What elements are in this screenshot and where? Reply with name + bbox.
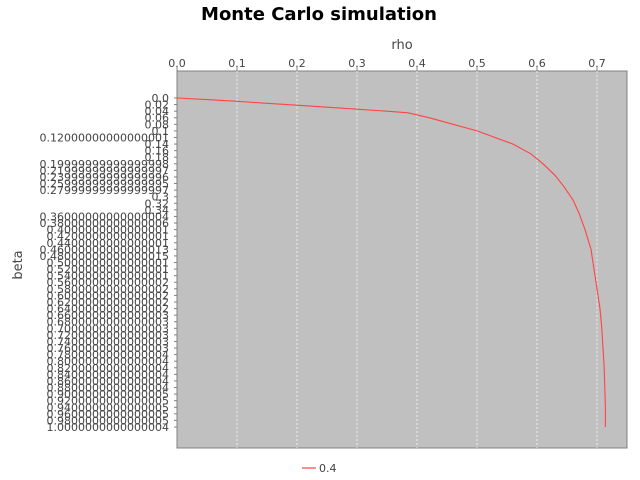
y-tick-label: 0.6400000000000002 [47,303,169,316]
y-tick-label: 0.5200000000000001 [47,263,169,276]
y-tick-label: 0.4000000000000001 [47,224,169,237]
y-tick-label: 0.06 [145,112,170,125]
y-axis-title: beta [11,250,26,279]
chart-title: Monte Carlo simulation [201,4,437,25]
x-tick-label: 0.2 [288,57,306,70]
y-tick-label: 0.14 [145,138,170,151]
y-tick-label: 0.34 [145,204,170,217]
y-tick-label: 1.0000000000000004 [47,421,169,434]
series-line-0 [176,97,606,427]
y-axis: 0.00.020.040.060.080.10.1200000000000000… [40,92,177,434]
y-tick-label: 0.4400000000000001 [47,237,169,250]
y-tick-label: 0.21999999999999997 [40,164,169,177]
y-tick-label: 0.48000000000000015 [40,250,169,263]
x-tick-label: 0.6 [528,57,546,70]
y-tick-label: 0.9000000000000005 [47,388,169,401]
y-tick-label: 0.8800000000000004 [47,382,169,395]
y-tick-label: 0.9400000000000005 [47,401,169,414]
y-tick-label: 0.8000000000000004 [47,355,169,368]
y-tick-label: 0.8400000000000004 [47,368,169,381]
plot-area [176,70,628,449]
y-tick-label: 0.9600000000000005 [47,408,169,421]
y-tick-label: 0.8600000000000004 [47,375,169,388]
y-tick-label: 0.9800000000000005 [47,414,169,427]
x-tick-label: 0.4 [408,57,426,70]
y-tick-label: 0.3 [152,191,170,204]
x-tick-label: 0.7 [588,57,606,70]
y-tick-label: 0.38000000000000006 [40,217,169,230]
x-tick-label: 0.3 [348,57,366,70]
y-tick-label: 0.5400000000000001 [47,270,169,283]
grid [236,71,598,448]
y-tick-label: 0.18 [145,151,170,164]
y-tick-label: 0.0 [152,92,170,105]
y-tick-label: 0.36000000000000004 [40,210,169,223]
y-tick-label: 0.8200000000000004 [47,362,169,375]
y-tick-label: 0.16 [145,145,170,158]
x-axis-title: rho [391,38,412,53]
y-tick-label: 0.27999999999999997 [40,184,169,197]
y-tick-label: 0.25999999999999995 [40,178,169,191]
y-tick-label: 0.46000000000000013 [40,243,169,256]
y-tick-label: 0.6800000000000003 [47,316,169,329]
y-tick-label: 0.7600000000000003 [47,342,169,355]
y-tick-label: 0.7000000000000003 [47,322,169,335]
y-tick-label: 0.6600000000000003 [47,309,169,322]
x-tick-label: 0.1 [228,57,246,70]
y-tick-label: 0.7800000000000004 [47,349,169,362]
y-tick-label: 0.04 [145,105,170,118]
y-tick-label: 0.32 [145,197,170,210]
y-tick-label: 0.6200000000000002 [47,296,169,309]
y-tick-label: 0.1 [152,125,170,138]
y-tick-label: 0.5000000000000001 [47,257,169,270]
y-tick-label: 0.4200000000000001 [47,230,169,243]
legend: 0.4 [302,462,337,475]
y-tick-label: 0.12000000000000001 [40,131,169,144]
y-tick-label: 0.5600000000000002 [47,276,169,289]
y-tick-label: 0.08 [145,118,170,131]
x-tick-label: 0.0 [168,57,186,70]
y-tick-label: 0.9200000000000005 [47,395,169,408]
y-tick-label: 0.02 [145,99,170,112]
x-axis: 0.0 0.1 0.2 0.3 0.4 0.5 0.6 0.7 [168,57,606,71]
y-tick-label: 0.23999999999999996 [40,171,169,184]
y-tick-label: 0.19999999999999998 [40,158,169,171]
x-tick-label: 0.5 [468,57,486,70]
series-layer [176,97,606,427]
legend-label: 0.4 [319,462,337,475]
y-tick-label: 0.5800000000000002 [47,283,169,296]
y-tick-label: 0.7400000000000003 [47,335,169,348]
y-tick-label: 0.7200000000000003 [47,329,169,342]
y-tick-label: 0.6000000000000002 [47,289,169,302]
